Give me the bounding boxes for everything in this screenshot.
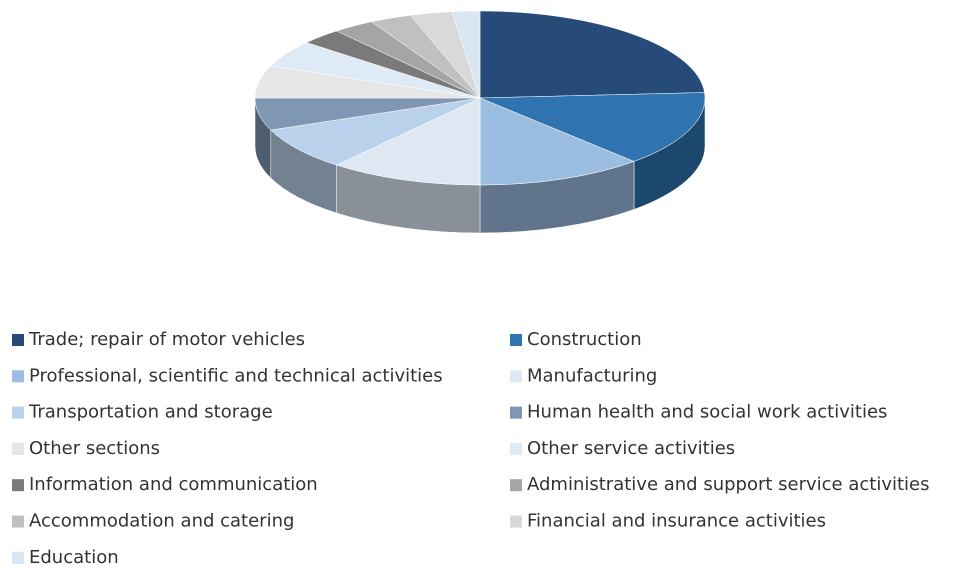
legend-swatch bbox=[510, 442, 522, 455]
legend-swatch bbox=[12, 515, 24, 528]
legend-swatch bbox=[12, 370, 24, 383]
legend-swatch bbox=[12, 406, 24, 419]
legend-label: Professional, scientific and technical a… bbox=[29, 365, 443, 386]
legend-swatch bbox=[510, 479, 522, 492]
legend-label: Other service activities bbox=[527, 438, 735, 459]
legend-swatch bbox=[12, 551, 24, 564]
legend-swatch bbox=[510, 406, 522, 419]
legend-swatch bbox=[510, 515, 522, 528]
legend-label: Accommodation and catering bbox=[29, 511, 294, 532]
legend-label: Transportation and storage bbox=[28, 402, 273, 423]
slice bbox=[270, 97, 481, 166]
legend-swatch bbox=[12, 479, 24, 492]
legend-label: Trade; repair of motor vehicles bbox=[28, 329, 305, 350]
legend-label: Administrative and support service activ… bbox=[527, 474, 930, 495]
legend-swatch bbox=[510, 370, 522, 383]
slice bbox=[451, 10, 481, 99]
legend-label: Manufacturing bbox=[527, 365, 657, 386]
legend-label: Financial and insurance activities bbox=[527, 511, 826, 532]
legend-label: Education bbox=[29, 547, 119, 568]
legend-swatch bbox=[510, 334, 522, 346]
legend-label: Information and communication bbox=[29, 474, 318, 495]
legend-label: Construction bbox=[527, 329, 642, 350]
slice bbox=[479, 10, 705, 99]
legend-label: Other sections bbox=[29, 438, 160, 459]
slice bbox=[335, 97, 481, 186]
legend-label: Human health and social work activities bbox=[527, 402, 887, 423]
legend-swatch bbox=[12, 442, 24, 455]
slice bbox=[479, 92, 706, 162]
legend-swatch bbox=[12, 334, 24, 346]
slice bbox=[479, 97, 635, 186]
